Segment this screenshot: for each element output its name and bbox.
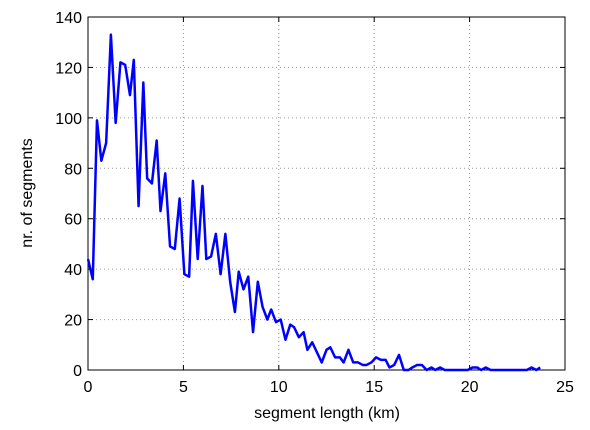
x-tick-label: 15 — [365, 379, 383, 396]
x-axis-label: segment length (km) — [254, 405, 400, 422]
y-tick-label: 40 — [64, 262, 82, 279]
x-tick-label: 10 — [270, 379, 288, 396]
y-tick-label: 0 — [73, 363, 82, 380]
y-tick-label: 60 — [64, 212, 82, 229]
x-tick-label: 5 — [179, 379, 188, 396]
y-tick-label: 120 — [55, 60, 82, 77]
y-tick-label: 140 — [55, 10, 82, 27]
y-axis-label: nr. of segments — [19, 138, 36, 247]
data-line — [86, 33, 541, 372]
y-tick-label: 20 — [64, 313, 82, 330]
y-tick-label: 80 — [64, 161, 82, 178]
x-tick-label: 0 — [84, 379, 93, 396]
x-tick-label: 20 — [461, 379, 479, 396]
plot-frame — [87, 16, 566, 371]
x-tick-label: 25 — [556, 379, 574, 396]
y-tick-label: 100 — [55, 111, 82, 128]
